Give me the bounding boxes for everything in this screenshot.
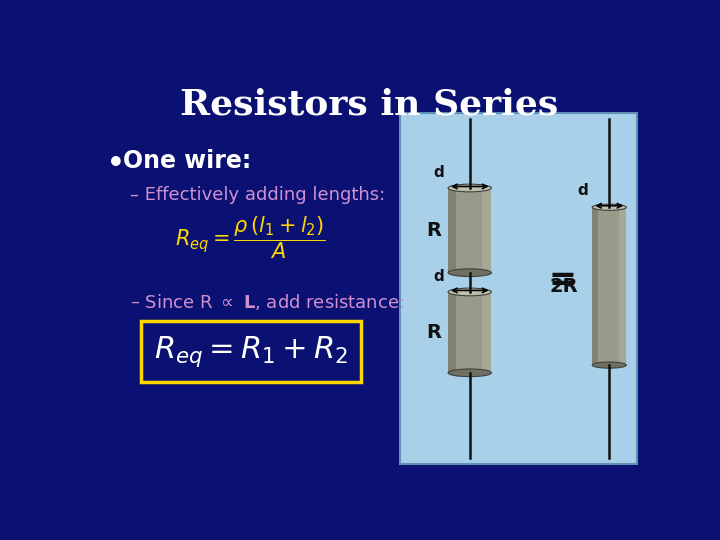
Text: d: d	[433, 269, 444, 284]
Text: R: R	[426, 323, 441, 342]
Text: d: d	[577, 183, 588, 198]
Bar	[448, 188, 456, 273]
Bar	[400, 113, 637, 464]
Text: Resistors in Series: Resistors in Series	[180, 88, 558, 122]
Bar	[448, 188, 492, 273]
Text: R: R	[426, 221, 441, 240]
Bar	[448, 292, 492, 373]
Bar	[593, 207, 598, 365]
Ellipse shape	[448, 369, 492, 377]
Bar	[593, 207, 626, 365]
Bar	[482, 188, 492, 273]
Text: d: d	[433, 165, 444, 180]
Ellipse shape	[448, 288, 492, 296]
Text: 2R: 2R	[549, 276, 578, 296]
Text: $R_{eq} = \dfrac{\rho\,(l_1+l_2)}{A}$: $R_{eq} = \dfrac{\rho\,(l_1+l_2)}{A}$	[175, 215, 326, 261]
Ellipse shape	[448, 184, 492, 192]
Bar	[618, 207, 626, 365]
Bar	[448, 292, 456, 373]
Text: – Since R $\propto$ $\mathbf{L}$, add resistance:: – Since R $\propto$ $\mathbf{L}$, add re…	[130, 292, 405, 312]
Text: •: •	[107, 150, 125, 178]
Ellipse shape	[448, 269, 492, 276]
FancyBboxPatch shape	[141, 321, 361, 382]
Ellipse shape	[593, 204, 626, 210]
Text: One wire:: One wire:	[122, 150, 251, 173]
Ellipse shape	[593, 362, 626, 368]
Bar	[482, 292, 492, 373]
Text: =: =	[549, 264, 577, 297]
Text: – Effectively adding lengths:: – Effectively adding lengths:	[130, 186, 385, 205]
Text: $R_{eq} = R_1 + R_2$: $R_{eq} = R_1 + R_2$	[154, 334, 348, 369]
